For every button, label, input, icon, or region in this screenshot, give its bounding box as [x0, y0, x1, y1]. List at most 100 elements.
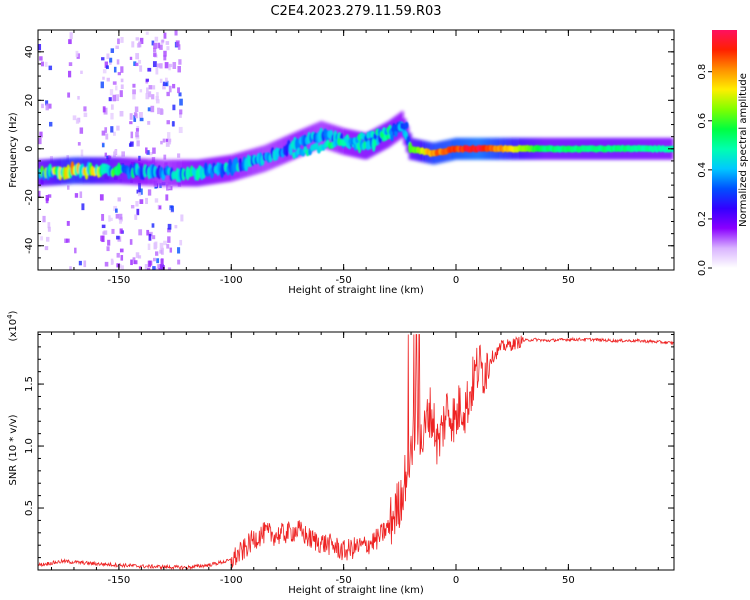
noise-speck	[177, 66, 181, 73]
noise-speck	[153, 257, 156, 262]
y-tick-label: 1.5	[24, 376, 35, 392]
noise-speck	[120, 37, 124, 43]
snr-ylabel: SNR (10 * v/v)	[8, 414, 19, 485]
noise-speck	[155, 99, 160, 104]
noise-speck	[138, 41, 142, 48]
noise-speck	[177, 247, 181, 254]
noise-speck	[67, 185, 70, 190]
x-tick-label: 50	[562, 575, 575, 586]
noise-speck	[113, 66, 117, 73]
noise-speck	[153, 42, 158, 49]
noise-speck	[158, 264, 162, 270]
noise-speck	[177, 87, 180, 94]
noise-speck	[178, 126, 183, 134]
noise-speck	[102, 76, 105, 80]
noise-speck	[130, 131, 134, 139]
noise-speck	[101, 213, 105, 221]
noise-speck	[66, 238, 70, 243]
noise-speck	[42, 215, 46, 223]
noise-speck	[45, 100, 49, 106]
noise-speck	[103, 230, 108, 235]
noise-speck	[145, 93, 150, 100]
snr-panel: -150 -100 -50 0 50 0.5 1.0 1.5 Height of straig…	[6, 310, 675, 596]
noise-speck	[175, 40, 180, 47]
spectrogram-xlabel: Height of straight line (km)	[288, 285, 424, 296]
noise-speck	[120, 66, 124, 73]
noise-speck	[44, 61, 48, 67]
noise-speck	[147, 189, 152, 196]
noise-speck	[78, 260, 82, 266]
noise-speck	[150, 105, 155, 113]
colorbar-tick-label: 0.0	[697, 260, 708, 276]
noise-speck	[40, 236, 44, 241]
noise-speck	[179, 239, 183, 246]
noise-speck	[79, 191, 83, 198]
noise-speck	[120, 265, 124, 270]
noise-speck	[172, 121, 175, 127]
noise-speck	[146, 150, 150, 155]
noise-speck	[45, 236, 50, 242]
colorbar-tick-label: 0.6	[697, 113, 708, 129]
noise-speck	[117, 197, 121, 202]
noise-speck	[118, 263, 122, 269]
noise-speck	[151, 40, 155, 46]
noise-speck	[148, 91, 152, 98]
noise-speck	[139, 188, 143, 195]
noise-speck	[170, 205, 174, 212]
noise-speck	[159, 108, 163, 115]
noise-speck	[138, 182, 141, 190]
noise-speck	[45, 103, 49, 111]
noise-speck	[152, 266, 156, 270]
snr-y-multiplier: (x104)	[6, 310, 19, 341]
spectrogram-frame	[37, 29, 675, 271]
noise-speck	[135, 37, 139, 41]
noise-speck	[162, 81, 167, 86]
noise-speck	[67, 70, 72, 78]
noise-speck	[166, 120, 170, 125]
noise-speck	[156, 92, 159, 99]
noise-speck	[165, 138, 169, 142]
noise-speck	[67, 92, 71, 98]
noise-speck	[167, 223, 172, 230]
noise-speck	[144, 264, 148, 270]
noise-speck	[134, 214, 138, 220]
x-tick-label: -100	[220, 575, 243, 586]
noise-speck	[38, 43, 42, 51]
noise-speck	[174, 30, 178, 36]
noise-speck	[158, 205, 162, 210]
noise-speck	[139, 65, 143, 72]
snr-frame	[37, 331, 675, 571]
noise-speck	[133, 61, 137, 66]
noise-speck	[132, 257, 136, 264]
noise-speck	[129, 56, 133, 60]
noise-speck	[130, 205, 135, 209]
noise-speck	[69, 32, 73, 40]
noise-speck	[110, 112, 114, 120]
noise-speck	[137, 255, 142, 259]
noise-speck	[147, 120, 151, 125]
noise-speck	[108, 215, 111, 222]
noise-speck	[167, 267, 172, 270]
snr-series	[38, 334, 674, 570]
noise-speck	[115, 208, 118, 213]
noise-speck	[101, 57, 105, 61]
noise-speck	[104, 127, 108, 133]
noise-speck	[159, 78, 163, 83]
noise-speck	[133, 112, 137, 117]
noise-speck	[106, 246, 110, 252]
snr-line	[38, 334, 674, 570]
noise-speck	[115, 85, 118, 91]
noise-speck	[163, 32, 167, 39]
noise-speck	[120, 84, 124, 89]
noise-speck	[174, 224, 178, 229]
x-tick-label: 0	[453, 575, 459, 586]
noise-speck	[166, 244, 170, 249]
noise-speck	[64, 238, 68, 243]
noise-speck	[166, 91, 170, 97]
noise-speck	[164, 62, 169, 69]
noise-speck	[116, 263, 120, 268]
noise-speck	[38, 190, 41, 198]
noise-speck	[178, 92, 182, 97]
noise-speck	[119, 228, 123, 234]
noise-speck	[165, 80, 169, 87]
